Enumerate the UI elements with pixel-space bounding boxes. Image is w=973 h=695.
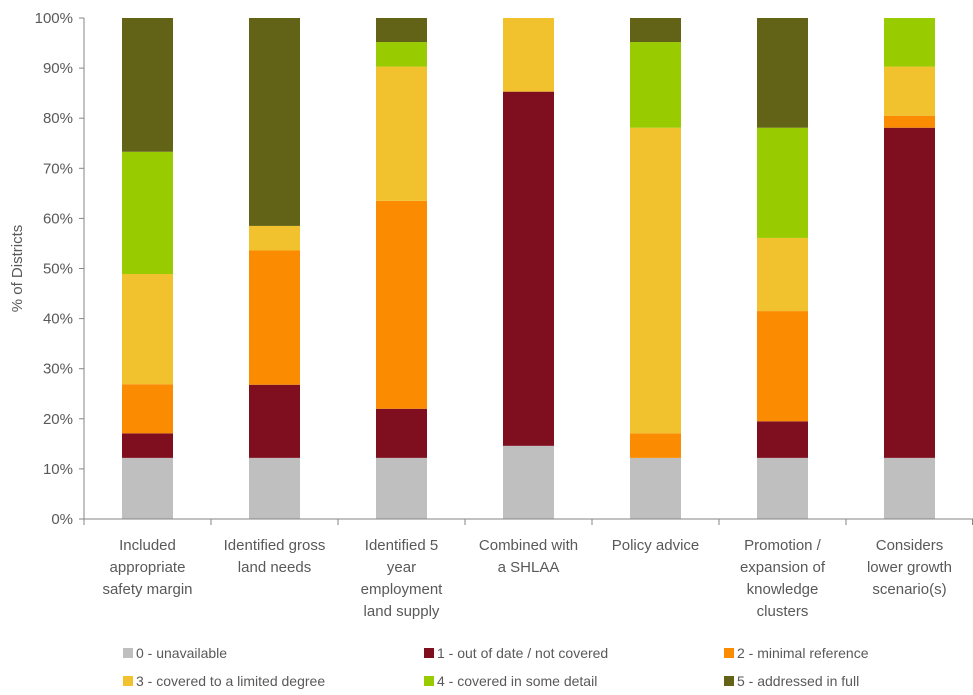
bar-segment bbox=[376, 66, 427, 201]
y-tick-label: 70% bbox=[43, 160, 73, 177]
bar-segment bbox=[249, 384, 300, 458]
bar-segment bbox=[884, 127, 935, 458]
bar-segment bbox=[503, 91, 554, 446]
x-category-label-line: employment bbox=[361, 581, 444, 598]
bar-segment bbox=[630, 433, 681, 458]
legend-swatch bbox=[424, 648, 434, 658]
legend-label: 5 - addressed in full bbox=[737, 673, 859, 689]
x-category-label: Included appropriate safety margin bbox=[102, 537, 192, 598]
y-tick-label: 30% bbox=[43, 361, 73, 378]
y-tick-label: 80% bbox=[43, 110, 73, 127]
bar-segment bbox=[122, 384, 173, 434]
bar-segment bbox=[884, 66, 935, 116]
x-category-label: Considers lower growth scenario(s) bbox=[867, 537, 952, 598]
bar-segment bbox=[757, 457, 808, 519]
y-tick-label: 0% bbox=[51, 511, 73, 528]
y-tick-label: 60% bbox=[43, 210, 73, 227]
bar-segment bbox=[884, 18, 935, 67]
x-category-label-line: knowledge bbox=[747, 581, 819, 598]
bar-segment bbox=[757, 421, 808, 458]
x-category-label: Promotion / expansion of knowledge clusters bbox=[740, 537, 826, 620]
x-category-label-line: Policy advice bbox=[612, 537, 700, 554]
bar-segment bbox=[884, 115, 935, 128]
y-tick-label: 50% bbox=[43, 261, 73, 278]
bar-segment bbox=[122, 18, 173, 152]
bar-segment bbox=[122, 457, 173, 519]
x-category-label-line: land supply bbox=[364, 603, 440, 620]
bar-segment bbox=[503, 18, 554, 92]
bar-segment bbox=[122, 151, 173, 275]
x-category-label-line: appropriate bbox=[110, 559, 186, 576]
bar-segment bbox=[757, 18, 808, 128]
y-tick-label: 90% bbox=[43, 60, 73, 77]
x-category-label-line: Identified 5 bbox=[365, 537, 438, 554]
bar-segment bbox=[376, 200, 427, 409]
legend-swatch bbox=[724, 648, 734, 658]
x-category-label-line: Combined with bbox=[479, 537, 578, 554]
bar-segment bbox=[122, 433, 173, 458]
x-category-label-line: scenario(s) bbox=[872, 581, 946, 598]
y-tick-label: 10% bbox=[43, 461, 73, 478]
x-category-label-line: Included bbox=[119, 537, 176, 554]
x-category-label-line: Identified gross bbox=[224, 537, 326, 554]
bar-segment bbox=[249, 250, 300, 385]
legend-swatch bbox=[724, 676, 734, 686]
bar-segment bbox=[757, 237, 808, 312]
x-category-label-line: Promotion / bbox=[744, 537, 822, 554]
x-category-label-line: clusters bbox=[757, 603, 809, 620]
x-category-label: Policy advice bbox=[612, 537, 700, 554]
bar-segment bbox=[376, 18, 427, 43]
x-category-label: Combined with a SHLAA bbox=[479, 537, 578, 576]
legend-label: 4 - covered in some detail bbox=[437, 673, 597, 689]
y-tick-label: 100% bbox=[35, 10, 73, 27]
x-category-label-line: year bbox=[387, 559, 416, 576]
bar-segment bbox=[376, 42, 427, 67]
legend-label: 0 - unavailable bbox=[136, 645, 227, 661]
legend-swatch bbox=[424, 676, 434, 686]
bar-segment bbox=[630, 127, 681, 434]
x-category-label-line: a SHLAA bbox=[498, 559, 560, 576]
legend-swatch bbox=[123, 648, 133, 658]
bar-segment bbox=[757, 311, 808, 422]
x-category-label-line: safety margin bbox=[102, 581, 192, 598]
legend-label: 2 - minimal reference bbox=[737, 645, 869, 661]
bar-segment bbox=[630, 457, 681, 519]
bar-segment bbox=[249, 225, 300, 251]
x-category-label: Identified gross land needs bbox=[224, 537, 326, 576]
bar-segment bbox=[503, 445, 554, 519]
bar-segment bbox=[376, 457, 427, 519]
legend-label: 3 - covered to a limited degree bbox=[136, 673, 325, 689]
x-axis-labels: Included appropriate safety margin Identifi… bbox=[102, 537, 952, 620]
bar-segment bbox=[630, 18, 681, 43]
legend-swatch bbox=[123, 676, 133, 686]
legend: 0 - unavailable 1 - out of date / not cov… bbox=[123, 645, 869, 689]
y-axis-title: % of Districts bbox=[9, 225, 26, 313]
x-category-label: Identified 5 year employment land supply bbox=[361, 537, 444, 620]
bar-segment bbox=[249, 18, 300, 226]
bar-segment bbox=[630, 42, 681, 128]
bar-segment bbox=[376, 408, 427, 458]
bar-segment bbox=[249, 457, 300, 519]
x-category-label-line: land needs bbox=[238, 559, 311, 576]
x-category-label-line: lower growth bbox=[867, 559, 952, 576]
bar-segment bbox=[122, 274, 173, 385]
y-axis-ticks: 0% 10% 20% 30% 40% 50% 60% 70% 80% 90% 100% bbox=[35, 10, 73, 528]
legend-label: 1 - out of date / not covered bbox=[437, 645, 608, 661]
bars bbox=[122, 18, 935, 519]
y-tick-label: 20% bbox=[43, 411, 73, 428]
bar-segment bbox=[884, 457, 935, 519]
bar-segment bbox=[757, 127, 808, 238]
x-category-label-line: expansion of bbox=[740, 559, 826, 576]
axes bbox=[79, 17, 973, 525]
y-tick-label: 40% bbox=[43, 311, 73, 328]
x-category-label-line: Considers bbox=[876, 537, 944, 554]
